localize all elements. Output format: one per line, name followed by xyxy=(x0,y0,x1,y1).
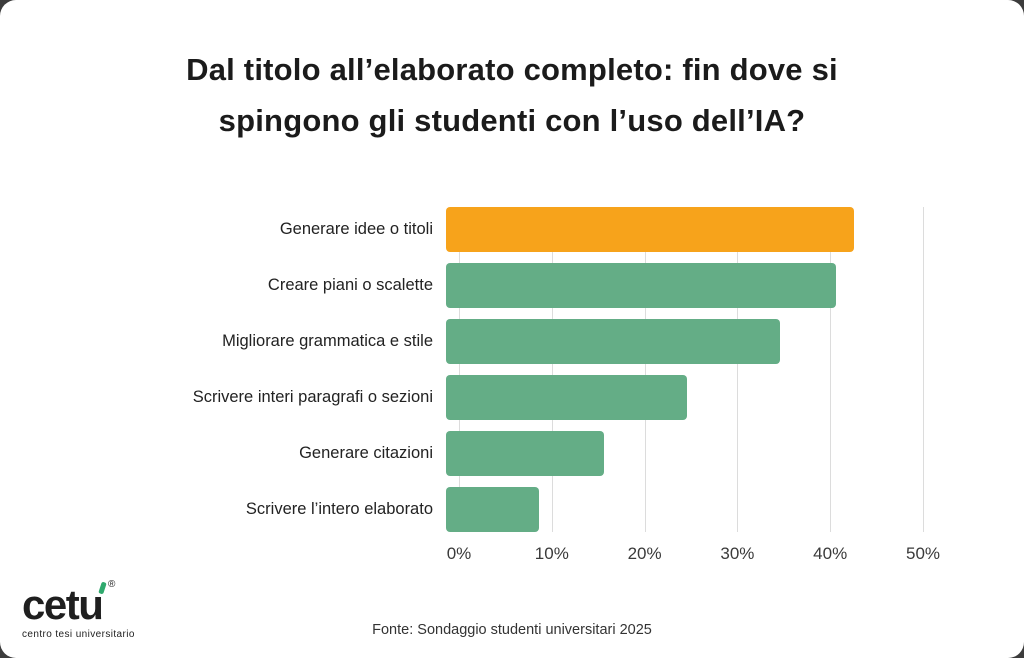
x-tick-label: 20% xyxy=(627,544,662,563)
gridlines xyxy=(459,207,924,532)
gridline xyxy=(551,207,553,532)
bar-track xyxy=(446,431,910,476)
bar-track xyxy=(446,487,910,532)
bar xyxy=(446,431,604,476)
bar-track xyxy=(446,263,910,308)
gridline xyxy=(830,207,832,532)
gridline xyxy=(459,207,460,532)
bar-track xyxy=(446,375,910,420)
gridline xyxy=(644,207,646,532)
bar-label: Scrivere l’intero elaborato xyxy=(245,500,433,518)
bar-label: Creare piani o scalette xyxy=(267,276,433,294)
chart-rows: Generare idee o titoli Creare piani o sca… xyxy=(0,207,1024,532)
gridline xyxy=(737,207,739,532)
x-tick-label: 50% xyxy=(905,544,941,563)
logo-wordmark: cetu xyxy=(22,581,104,628)
chart-title-line-2: spingono gli studenti con l’uso dell’IA? xyxy=(218,103,806,138)
chart-row: Migliorare grammatica e stile xyxy=(0,319,1024,364)
bar-label: Generare citazioni xyxy=(299,444,433,462)
chart-row: Creare piani o scalette xyxy=(0,263,1024,308)
bar-chart: Generare idee o titoli Creare piani o sca… xyxy=(0,207,1024,563)
bar xyxy=(446,487,539,532)
chart-row: Generare citazioni xyxy=(0,431,1024,476)
bar xyxy=(446,263,836,308)
registered-mark: ® xyxy=(107,579,116,590)
bar-label: Scrivere interi paragrafi o sezioni xyxy=(192,388,433,406)
gridline xyxy=(923,207,924,532)
bar-track xyxy=(446,207,910,252)
x-tick-label: 10% xyxy=(534,544,569,563)
bar-label: Generare idee o titoli xyxy=(279,220,433,238)
x-axis: 0% 10% 20% 30% 40% 50% xyxy=(447,544,940,568)
bar xyxy=(446,207,855,252)
chart-title-line-1: Dal titolo all’elaborato completo: fin d… xyxy=(186,52,838,87)
bar-track xyxy=(446,319,910,364)
logo-tagline: centro tesi universitario xyxy=(22,629,135,640)
x-tick-label: 30% xyxy=(720,544,755,563)
bar xyxy=(446,319,781,364)
x-tick-label: 40% xyxy=(813,544,848,563)
cetu-logo: cetu ® centro tesi universitario xyxy=(22,580,135,640)
bar xyxy=(446,375,688,420)
x-tick-label: 0% xyxy=(446,544,472,563)
chart-row: Scrivere interi paragrafi o sezioni xyxy=(0,375,1024,420)
chart-row: Scrivere l’intero elaborato xyxy=(0,487,1024,532)
chart-row: Generare idee o titoli xyxy=(0,207,1024,252)
chart-title: Dal titolo all’elaborato completo: fin d… xyxy=(0,44,1024,146)
source-note: Fonte: Sondaggio studenti universitari 2… xyxy=(372,622,652,638)
bar-label: Migliorare grammatica e stile xyxy=(222,332,433,350)
